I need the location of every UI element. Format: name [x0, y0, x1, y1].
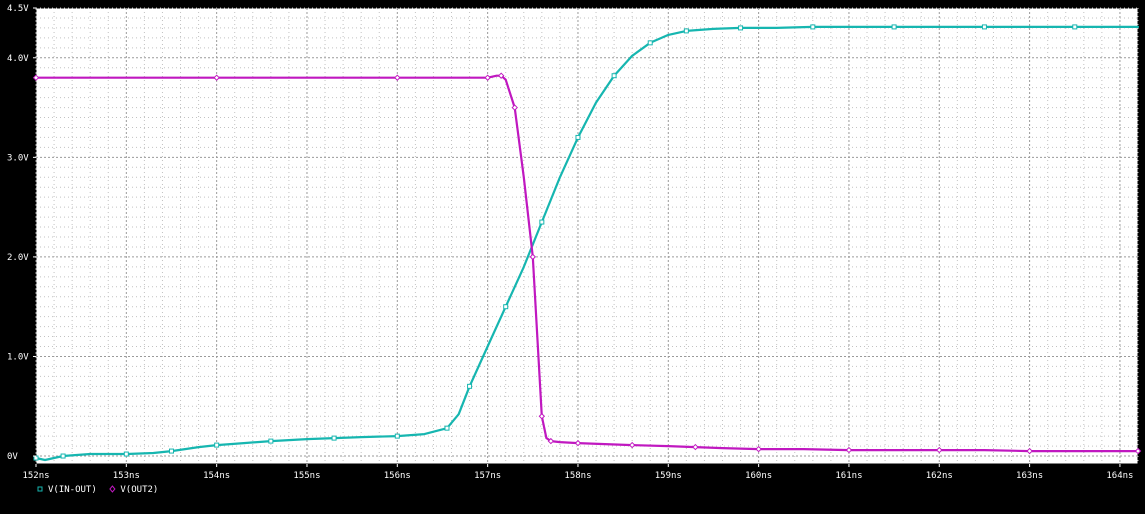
data-point-marker — [647, 40, 653, 46]
data-point-marker — [511, 104, 518, 111]
y-tick-label: 3.0V — [7, 153, 29, 163]
data-point-marker — [538, 413, 546, 420]
series-line-1 — [34, 25, 1140, 462]
x-tick-label: 152ns — [22, 471, 49, 481]
data-point-marker — [755, 445, 762, 453]
x-tick-label: 155ns — [293, 471, 320, 481]
data-point-marker — [611, 73, 617, 79]
data-point-marker — [484, 74, 491, 81]
data-point-marker — [810, 24, 816, 30]
data-point-marker — [497, 72, 505, 79]
y-tick-label: 1.0V — [7, 352, 29, 362]
data-point-marker — [213, 74, 220, 81]
y-tick-label: 0V — [7, 452, 18, 462]
grid-layer — [35, 7, 1139, 464]
x-tick-label: 156ns — [384, 471, 411, 481]
data-point-marker — [268, 438, 274, 444]
data-point-marker — [123, 451, 129, 457]
data-point-marker — [168, 448, 174, 454]
data-point-marker — [394, 433, 400, 439]
data-point-marker — [539, 219, 545, 225]
data-point-marker — [1072, 24, 1078, 30]
data-point-marker — [1026, 447, 1033, 455]
legend-label-1: V(IN-OUT) — [48, 485, 97, 495]
y-tick-label: 4.0V — [7, 54, 29, 64]
data-point-marker — [33, 455, 39, 461]
plot-area — [35, 7, 1139, 465]
x-tick-label: 160ns — [745, 471, 772, 481]
data-point-marker — [444, 425, 450, 431]
legend-label-2: V(OUT2) — [120, 485, 158, 495]
data-point-marker — [683, 28, 689, 34]
data-point-marker — [214, 442, 220, 448]
x-tick-label: 153ns — [113, 471, 140, 481]
data-point-marker — [692, 443, 699, 451]
data-point-marker — [891, 24, 897, 30]
legend: V(IN-OUT) V(OUT2) — [37, 485, 158, 495]
data-point-marker — [60, 453, 66, 459]
y-tick-label: 4.5V — [7, 4, 29, 14]
data-point-marker — [936, 446, 943, 454]
data-point-marker — [574, 439, 582, 447]
data-point-marker — [575, 134, 581, 140]
data-point-marker — [467, 383, 473, 389]
x-tick-label: 163ns — [1016, 471, 1043, 481]
data-point-marker — [32, 74, 40, 81]
data-point-marker — [394, 74, 401, 81]
data-point-marker — [738, 25, 744, 31]
data-point-marker — [547, 437, 555, 445]
x-tick-label: 162ns — [926, 471, 953, 481]
data-point-marker — [845, 446, 853, 454]
data-point-marker — [331, 435, 337, 441]
data-point-marker — [503, 304, 509, 310]
y-tick-label: 2.0V — [7, 253, 29, 263]
x-tick-label: 157ns — [474, 471, 501, 481]
legend-marker-1 — [37, 486, 43, 492]
data-point-marker — [981, 24, 987, 30]
data-point-marker — [1134, 447, 1142, 455]
x-tick-label: 154ns — [203, 471, 230, 481]
data-point-marker — [529, 253, 537, 261]
x-tick-label: 164ns — [1106, 471, 1133, 481]
tick-layer: 152ns 153ns 154ns 155ns 156ns 157ns 158ns 159ns… — [7, 4, 1133, 481]
x-tick-label: 158ns — [564, 471, 591, 481]
data-point-marker — [628, 441, 636, 449]
x-tick-label: 161ns — [835, 471, 862, 481]
series-layer — [32, 24, 1142, 462]
x-tick-label: 159ns — [655, 471, 682, 481]
legend-marker-2 — [109, 485, 116, 493]
